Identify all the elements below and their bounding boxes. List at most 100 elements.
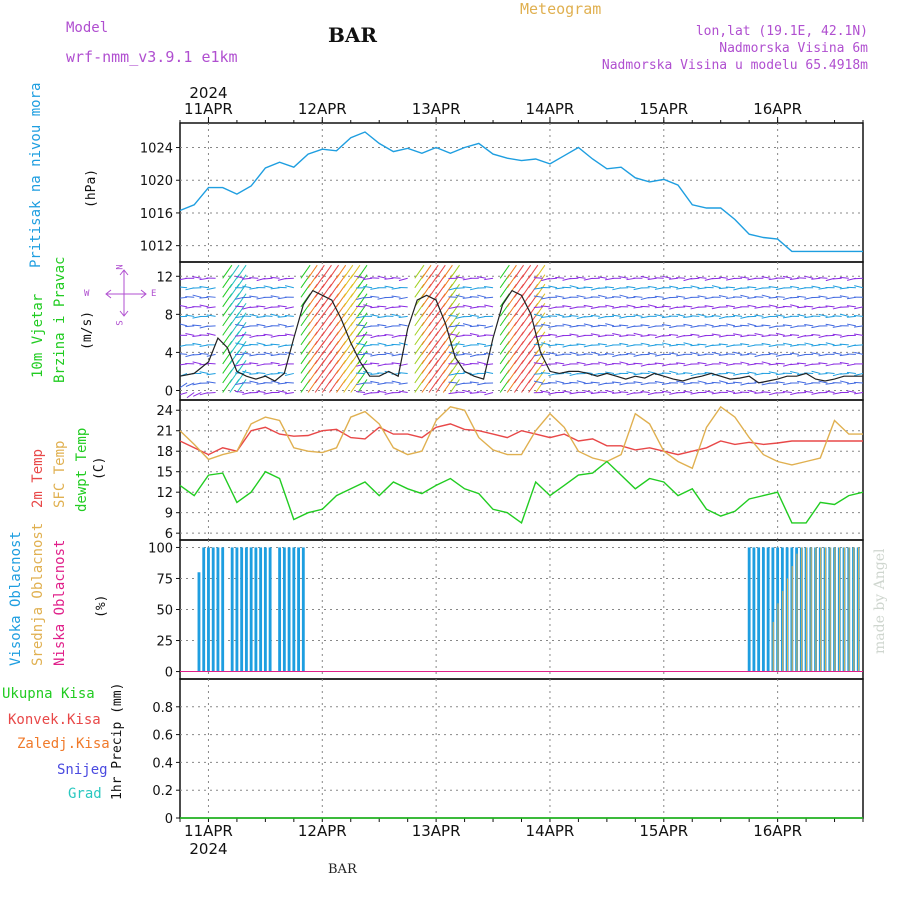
wind-arrow [725, 315, 735, 318]
y-tick-label: 1020 [140, 174, 173, 189]
wind-arrow [640, 334, 650, 337]
wind-arrow [846, 371, 856, 374]
wind-arrow [533, 295, 543, 298]
wind-arrow [180, 296, 181, 298]
bottom-time-axis: 11APR 12APR 13APR 14APR 15APR 16APR 2024 [179, 818, 864, 858]
wind-arrow [180, 363, 188, 366]
wind-arrow [484, 363, 494, 366]
wind-arrow [370, 306, 380, 309]
wind-arrow [676, 380, 686, 384]
wind-arrow [790, 304, 800, 308]
wind-arrow [740, 361, 750, 365]
wind-arrow [384, 352, 394, 355]
wind-arrow [782, 391, 792, 393]
wind-arrow [236, 293, 247, 308]
wind-arrow [192, 294, 202, 298]
wind-arrow [363, 352, 373, 355]
wind-arrow [321, 264, 332, 279]
wind-arrow [384, 344, 394, 347]
wind-arrow [569, 315, 579, 317]
wind-arrow [619, 342, 629, 346]
wind-arrow [775, 295, 785, 298]
wind-arrow [199, 363, 209, 366]
wind-arrow [350, 264, 361, 279]
wind-arrow [740, 276, 750, 279]
wind-arrow [669, 277, 679, 280]
wind-arrow [180, 325, 181, 326]
wind-arrow [704, 382, 714, 385]
wind-arrow [775, 362, 785, 365]
wind-arrow [697, 295, 707, 298]
wind-arrow [314, 264, 325, 279]
wind-arrow [277, 305, 287, 308]
wind-arrow [790, 371, 800, 374]
wind-arrow [180, 335, 181, 336]
bottom-day-label: 15APR [639, 822, 688, 840]
wind-arrow [533, 306, 543, 309]
wind-arrow [740, 287, 750, 289]
bottom-day-label: 11APR [184, 822, 233, 840]
wind-arrow [476, 324, 486, 327]
wind-arrow [832, 344, 842, 347]
wind-arrow [548, 277, 558, 280]
wind-arrow [633, 391, 643, 394]
wind-arrow [199, 296, 209, 299]
wind-arrow [277, 382, 287, 385]
wind-arrow [391, 313, 401, 317]
wind-arrow [583, 315, 593, 318]
wind-arrow [391, 362, 401, 365]
wind-arrow [277, 390, 287, 393]
wind-arrow [249, 306, 259, 309]
wind-arrow [562, 390, 572, 393]
wind-arrow [818, 362, 828, 365]
wind-arrow [669, 352, 679, 355]
y-tick-label: 0.6 [152, 729, 173, 744]
wind-arrow [235, 275, 245, 279]
wind-arrow [576, 287, 586, 290]
wind-arrow [448, 314, 458, 317]
wind-arrow [597, 294, 607, 298]
wind-arrow [186, 392, 195, 399]
wind-arrow [633, 325, 643, 327]
wind-arrow [839, 343, 849, 346]
wind-arrow [270, 313, 280, 317]
wind-arrow [590, 325, 600, 328]
wind-arrow [249, 295, 259, 298]
precip-legend-0: Ukupna Kisa [2, 686, 95, 702]
wind-arrow [242, 333, 252, 336]
wind-arrow [448, 333, 458, 336]
cloud-bar [805, 547, 807, 672]
wind-arrow [363, 285, 373, 289]
wind-arrow [654, 362, 664, 365]
wind-arrow [583, 286, 593, 289]
wind-arrow [747, 371, 757, 374]
wind-arrow [590, 351, 600, 355]
wind-arrow [690, 344, 700, 347]
wind-arrow [449, 379, 460, 393]
wind-arrow [192, 324, 202, 327]
wind-arrow [569, 344, 579, 347]
wind-arrow [797, 362, 807, 365]
wind-arrow [818, 343, 828, 346]
wind-arrow [270, 362, 280, 365]
wind-arrow [604, 286, 615, 289]
y-tick-label: 0.8 [152, 701, 173, 716]
wind-arrow [576, 276, 586, 279]
wind-arrow [726, 323, 736, 327]
pressure-panel: 1012 1016 1020 1024 [140, 122, 864, 263]
wind-arrow [697, 287, 707, 290]
wind-arrow [206, 362, 216, 365]
wind-arrow [242, 277, 252, 280]
wind-arrow [398, 390, 408, 393]
wind-arrow [725, 353, 735, 355]
wind-arrow [590, 314, 600, 317]
wind-arrow [569, 351, 579, 355]
wind-arrow [192, 361, 202, 365]
cloud-bar [771, 547, 775, 672]
wind-arrow [697, 380, 707, 384]
wind-arrow [449, 264, 460, 279]
wind-arrow [535, 350, 546, 365]
wind-arrow [854, 285, 863, 289]
wind-arrow [726, 390, 736, 393]
